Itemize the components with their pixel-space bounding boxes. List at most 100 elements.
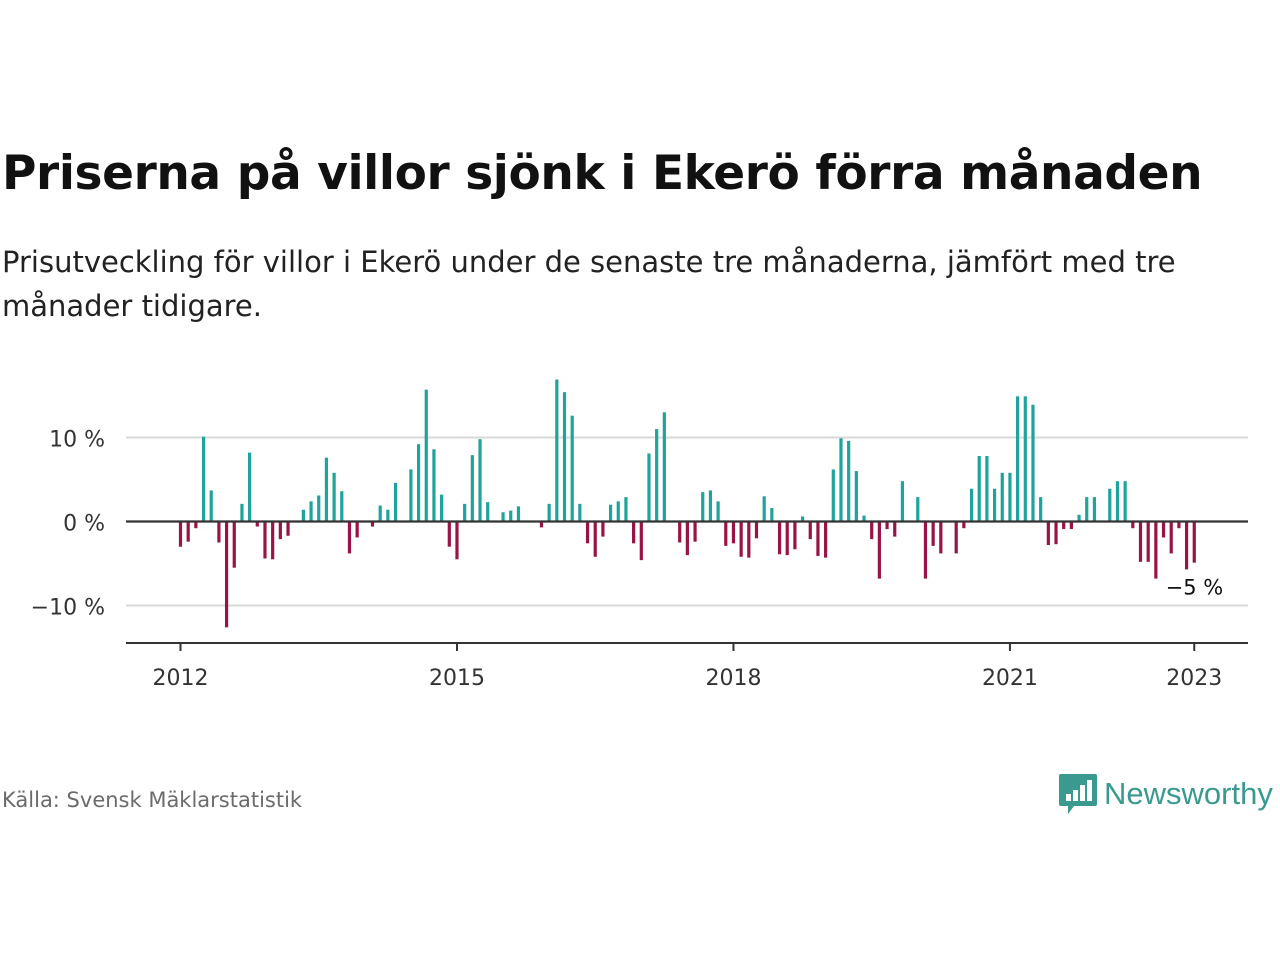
bar (1123, 481, 1127, 522)
bar (1000, 472, 1004, 522)
bar (862, 515, 866, 522)
brand-name: Newsworthy (1104, 776, 1273, 811)
bar (1085, 497, 1089, 522)
bar (693, 521, 697, 542)
source-note: Källa: Svensk Mäklarstatistik (2, 788, 303, 812)
bar (593, 521, 597, 557)
bar (386, 509, 390, 522)
bar (816, 521, 820, 556)
bar (785, 521, 789, 556)
bar (1169, 521, 1173, 554)
bar (286, 521, 290, 536)
bar (562, 392, 567, 522)
bar (847, 440, 851, 522)
bar (923, 521, 928, 579)
bar (762, 496, 766, 522)
bar (209, 490, 213, 522)
bar (831, 469, 835, 522)
x-tick-label: 2018 (705, 666, 761, 691)
bar (370, 521, 375, 527)
bar (839, 438, 843, 522)
bar (824, 521, 828, 558)
bar (1146, 521, 1150, 562)
last-value-label: −5 % (1166, 576, 1224, 600)
bar (263, 521, 267, 559)
bar (447, 521, 451, 547)
bar (278, 521, 282, 540)
y-tick-label: −10 % (31, 596, 105, 621)
bar (509, 510, 513, 522)
bar (317, 495, 321, 522)
bar (1069, 521, 1073, 530)
bar (608, 504, 613, 522)
newsworthy-brand[interactable]: Newsworthy (1058, 772, 1273, 816)
bar (432, 449, 436, 522)
bar (1077, 514, 1081, 522)
newsworthy-logo-icon (1059, 774, 1097, 814)
bar (1039, 497, 1043, 522)
bar (271, 521, 275, 560)
bar (969, 488, 974, 522)
bar (340, 491, 344, 522)
bar (178, 521, 183, 547)
bar (1016, 396, 1020, 522)
bar (939, 521, 943, 554)
bar (355, 521, 359, 538)
bar (931, 521, 935, 546)
bar (201, 436, 206, 522)
bar (893, 521, 897, 537)
bar (240, 503, 244, 522)
bar (463, 503, 467, 522)
bar (1138, 521, 1143, 562)
bar (478, 439, 482, 522)
bar (639, 521, 643, 561)
chart-title: Priserna på villor sjönk i Ekerö förra m… (2, 146, 1203, 201)
x-tick-label: 2023 (1166, 666, 1222, 691)
bar (1184, 521, 1189, 570)
bar (378, 505, 382, 522)
bar (1092, 497, 1097, 522)
y-tick-label: 10 % (49, 428, 105, 453)
bar (570, 415, 574, 522)
bar (685, 521, 689, 556)
bar (539, 521, 544, 528)
bar (877, 521, 881, 579)
grid-lines (126, 436, 1248, 607)
bar (770, 508, 774, 522)
bar (416, 444, 421, 522)
bar (1054, 521, 1058, 545)
bar (547, 503, 551, 522)
bar (555, 379, 559, 522)
x-tick-label: 2015 (429, 666, 485, 691)
bar (409, 469, 413, 522)
bar (332, 472, 336, 522)
bars (126, 379, 1248, 628)
bar (747, 521, 751, 558)
bar (440, 494, 444, 522)
bar (655, 429, 659, 522)
bar (647, 453, 651, 522)
bar (954, 521, 958, 554)
x-axis: 2012 2015 2018 2021 2023 (126, 642, 1248, 691)
bar (962, 521, 966, 529)
bar (232, 521, 236, 568)
bar (1177, 521, 1181, 529)
bar (793, 521, 797, 550)
bar (217, 521, 221, 543)
bar (1115, 481, 1120, 522)
bar (1161, 521, 1166, 538)
bar (470, 455, 474, 522)
bar (662, 412, 666, 522)
bar (701, 492, 705, 522)
bar (1008, 472, 1012, 522)
bar (424, 389, 428, 522)
annotations: −5 % (1166, 576, 1224, 600)
bar (977, 455, 981, 522)
bar (393, 482, 398, 522)
x-tick-label: 2012 (153, 666, 209, 691)
bar (632, 521, 636, 544)
bar (194, 521, 198, 529)
bar (255, 521, 259, 527)
bar (739, 521, 743, 557)
bar (808, 521, 812, 540)
